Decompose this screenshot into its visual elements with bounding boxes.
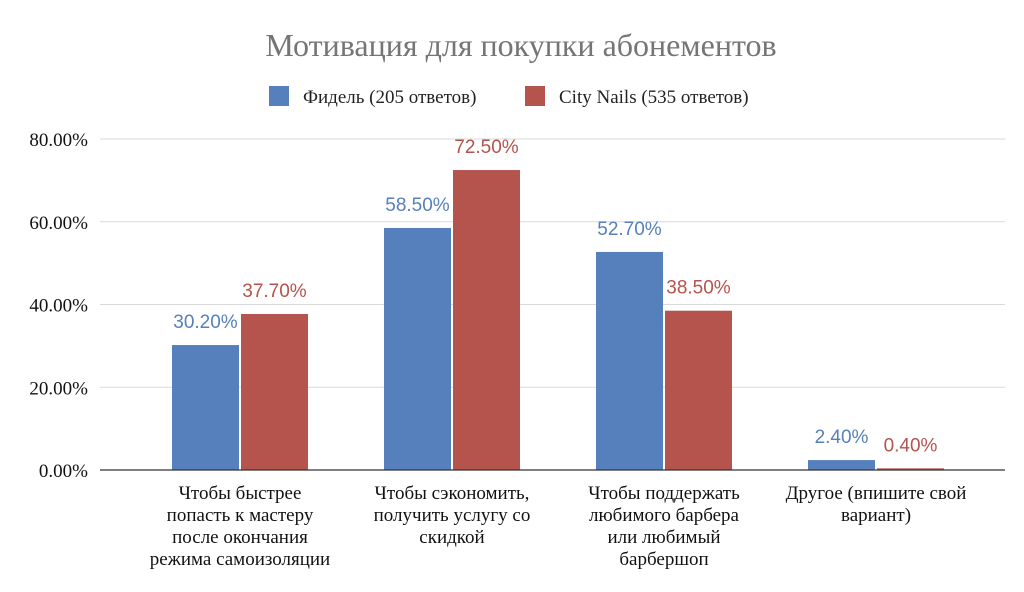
category-label-2: Чтобы сэкономить, получить услугу со скидк… <box>374 483 531 548</box>
bar-series-2-cat-1 <box>241 314 308 470</box>
data-labels: 30.20%37.70% 58.50% 72.50% 52.70% 38.50% 2.40… <box>173 137 937 456</box>
bar-series-1-cat-3 <box>596 251 663 470</box>
data-label-series-2-cat-4: 0.40% <box>884 435 938 456</box>
data-label-series-1-cat-3: 52.70% <box>597 219 662 240</box>
y-tick-label: 20.00% <box>29 378 88 399</box>
bar-series-2-cat-4 <box>877 468 944 470</box>
chart-title: Мотивация для покупки абонементов <box>265 27 776 63</box>
legend: Фидель (205 ответов) City Nails (535 отве… <box>269 86 749 108</box>
y-tick-label: 40.00% <box>29 296 88 317</box>
grid <box>100 138 1005 388</box>
y-tick-label: 80.00% <box>29 130 88 151</box>
data-label-series-1-cat-2: 58.50% <box>385 195 450 216</box>
bar-series-2-cat-3 <box>665 310 732 470</box>
legend-swatch-2 <box>525 86 545 106</box>
legend-swatch-1 <box>269 86 289 106</box>
data-label-series-2-cat-2: 72.50% <box>454 137 519 158</box>
x-axis: Чтобы быстрее попасть к мастеру после окон… <box>100 469 1005 570</box>
bar-series-1-cat-4 <box>808 460 875 470</box>
category-label-4: Другое (впишите свой вариант) <box>786 483 967 526</box>
bar-series-1-cat-1 <box>172 345 239 470</box>
legend-label-2: City Nails (535 ответов) <box>559 87 749 108</box>
category-label-1: Чтобы быстрее попасть к мастеру после окон… <box>150 483 330 570</box>
data-label-series-2-cat-3: 38.50% <box>666 278 731 299</box>
bar-series-1-cat-2 <box>384 227 451 470</box>
bar-series-2-cat-2 <box>453 170 520 470</box>
data-label-series-1-cat-1: 30.20% <box>173 312 238 333</box>
category-label-3: Чтобы поддержать любимого барбера или люби… <box>588 483 740 570</box>
y-axis: 0.00% 20.00% 40.00% 60.00% 80.00% <box>29 130 88 482</box>
data-label-series-2-cat-1: 37.70% <box>242 281 307 302</box>
y-tick-label: 60.00% <box>29 213 88 234</box>
legend-label-1: Фидель (205 ответов) <box>303 87 476 108</box>
bars <box>172 170 944 470</box>
y-tick-label: 0.00% <box>39 461 88 482</box>
data-label-series-1-cat-4: 2.40% <box>815 427 869 448</box>
